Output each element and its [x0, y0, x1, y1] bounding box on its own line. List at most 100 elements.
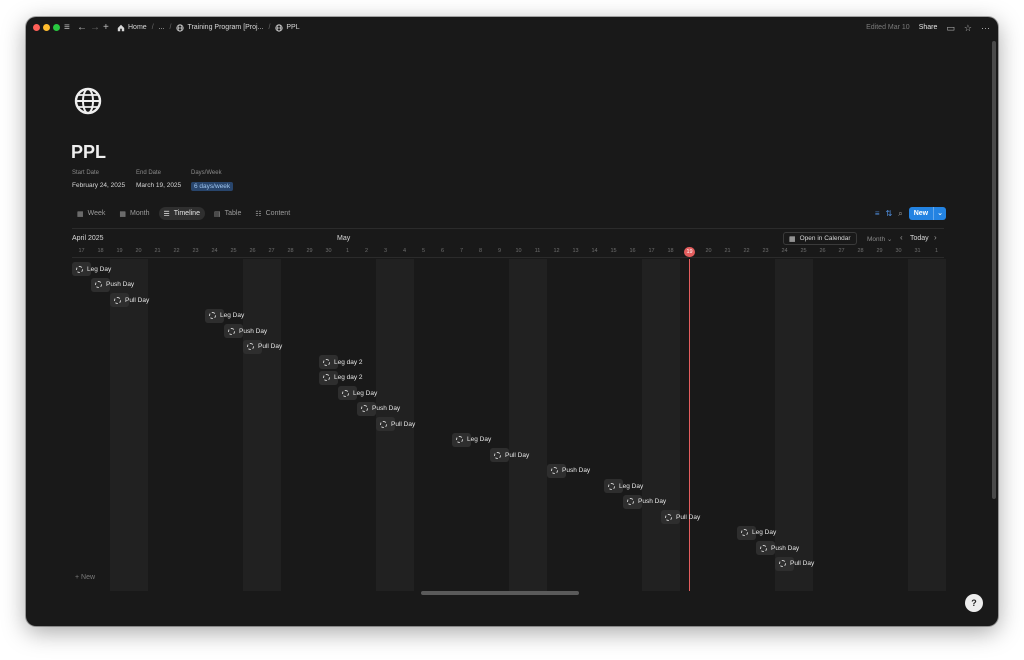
filter-icon[interactable]: ≡ — [874, 209, 880, 218]
timeline-item[interactable]: Push Day — [756, 541, 803, 555]
timeline-item-label: Leg Day — [220, 312, 245, 319]
page-title[interactable]: PPL — [71, 142, 107, 162]
minimize-window-button[interactable] — [43, 24, 50, 31]
sort-icon[interactable]: ⇅ — [885, 209, 893, 218]
calendar-icon: ▦ — [77, 210, 84, 218]
tab-label: Month — [130, 210, 150, 217]
timeline-item-label: Push Day — [106, 281, 135, 288]
chevron-down-icon: ⌄ — [886, 236, 893, 243]
timeline-item[interactable]: Leg Day — [72, 262, 115, 276]
timeline-item[interactable]: Push Day — [357, 401, 404, 416]
calendar-icon: ▦ — [789, 235, 796, 243]
property-start-date[interactable]: Start Date February 24, 2025 — [72, 170, 125, 189]
tab-content[interactable]: ☷ Content — [250, 207, 295, 220]
status-circle-icon — [741, 529, 748, 536]
edited-timestamp: Edited Mar 10 — [866, 24, 910, 31]
divider — [72, 228, 944, 229]
day-label: 30 — [895, 248, 902, 254]
day-label: 5 — [421, 248, 426, 254]
vertical-scrollbar[interactable] — [992, 41, 996, 499]
chevron-left-icon[interactable]: ‹ — [900, 233, 903, 242]
timeline-item-label: Push Day — [771, 544, 800, 552]
breadcrumb-training-program[interactable]: Training Program [Proj... — [176, 22, 263, 34]
more-options-icon[interactable]: ··· — [981, 23, 990, 33]
timeline-item-label: Leg day 2 — [334, 358, 363, 366]
globe-icon[interactable] — [74, 87, 102, 115]
timeline-item[interactable]: Push Day — [91, 277, 138, 292]
property-end-date[interactable]: End Date March 19, 2025 — [136, 170, 181, 189]
tab-timeline[interactable]: ☰ Timeline — [158, 207, 205, 220]
timeline-item-label: Leg Day — [87, 265, 112, 273]
chevron-down-icon[interactable]: ⌄ — [933, 207, 946, 220]
timeline-item[interactable]: Leg Day — [452, 432, 495, 447]
status-circle-icon — [760, 544, 767, 552]
favorite-star-icon[interactable]: ☆ — [963, 23, 972, 33]
timeline-item[interactable]: Pull Day — [490, 448, 533, 462]
timeline-item[interactable]: Pull Day — [243, 339, 286, 354]
day-label: 21 — [724, 248, 731, 254]
title-bar: ≡ ← → + Home / ... / Training Program [P… — [26, 17, 998, 39]
new-page-plus-icon[interactable]: + — [103, 22, 109, 33]
day-label: 9 — [497, 248, 502, 254]
breadcrumb-ppl[interactable]: PPL — [275, 22, 300, 34]
day-label: 13 — [572, 248, 579, 254]
add-new-item-button[interactable]: + New — [75, 574, 96, 581]
horizontal-scrollbar[interactable] — [421, 591, 579, 595]
search-icon[interactable]: ⌕ — [898, 208, 903, 218]
timeline-item[interactable]: Push Day — [547, 463, 594, 478]
globe-icon — [176, 24, 185, 32]
day-label: 16 — [629, 248, 636, 254]
timeline-item[interactable]: Pull Day — [110, 293, 153, 307]
tab-month[interactable]: ▦ Month — [114, 207, 154, 220]
day-label: 29 — [306, 248, 313, 254]
timeline-item[interactable]: Leg day 2 — [319, 370, 367, 385]
timeline-item[interactable]: Pull Day — [661, 510, 704, 524]
day-label: 2 — [364, 248, 369, 254]
back-arrow-icon[interactable]: ← — [77, 22, 87, 33]
app-window: ≡ ← → + Home / ... / Training Program [P… — [26, 17, 998, 626]
day-label: 19 — [116, 248, 123, 254]
open-in-calendar-button[interactable]: ▦ Open in Calendar — [783, 232, 857, 245]
timeline-item[interactable]: Leg Day — [737, 525, 780, 540]
share-button[interactable]: Share — [918, 24, 938, 31]
zoom-selector[interactable]: Month ⌄ — [867, 235, 892, 243]
timeline-item[interactable]: Push Day — [224, 324, 271, 338]
property-days-week[interactable]: Days/Week 6 days/week — [191, 170, 234, 191]
sidebar-menu-icon[interactable]: ≡ — [64, 22, 70, 33]
today-button[interactable]: Today — [910, 235, 929, 242]
timeline-item[interactable]: Leg day 2 — [319, 355, 367, 369]
breadcrumb-ellipsis-label: ... — [158, 24, 165, 31]
day-label: 6 — [440, 248, 445, 254]
day-label: 28 — [287, 248, 294, 254]
status-circle-icon — [608, 482, 615, 490]
new-button-label: New — [913, 210, 929, 217]
tab-table[interactable]: ▤ Table — [209, 207, 246, 220]
timeline-item-label: Push Day — [239, 327, 268, 335]
timeline-item[interactable]: Pull Day — [376, 417, 419, 431]
day-label: 14 — [591, 248, 598, 254]
view-actions: ≡ ⇅ ⌕ New ⌄ — [875, 207, 946, 220]
comments-icon[interactable]: ▭ — [946, 23, 955, 33]
timeline-item[interactable]: Leg Day — [604, 479, 647, 493]
new-button[interactable]: New ⌄ — [908, 207, 946, 220]
breadcrumb-separator: / — [151, 24, 154, 31]
tab-week[interactable]: ▦ Week — [72, 207, 110, 220]
breadcrumb-home[interactable]: Home — [117, 22, 147, 34]
status-circle-icon — [361, 405, 368, 412]
chevron-right-icon[interactable]: › — [934, 233, 937, 242]
timeline-item[interactable]: Leg Day — [205, 308, 248, 323]
help-icon[interactable]: ? — [965, 594, 983, 612]
timeline-item[interactable]: Pull Day — [775, 556, 818, 571]
forward-arrow-icon[interactable]: → — [90, 22, 100, 33]
status-circle-icon — [228, 327, 235, 335]
close-window-button[interactable] — [33, 24, 40, 31]
day-label: 10 — [515, 248, 522, 254]
property-label: End Date — [136, 170, 162, 176]
timeline-item[interactable]: Push Day — [623, 494, 670, 509]
weekend-column — [243, 259, 281, 591]
zoom-window-button[interactable] — [53, 24, 60, 31]
breadcrumb-ellipsis[interactable]: ... — [159, 22, 165, 34]
status-circle-icon — [380, 420, 387, 428]
timeline-item[interactable]: Leg Day — [338, 386, 381, 400]
status-circle-icon — [114, 296, 121, 304]
